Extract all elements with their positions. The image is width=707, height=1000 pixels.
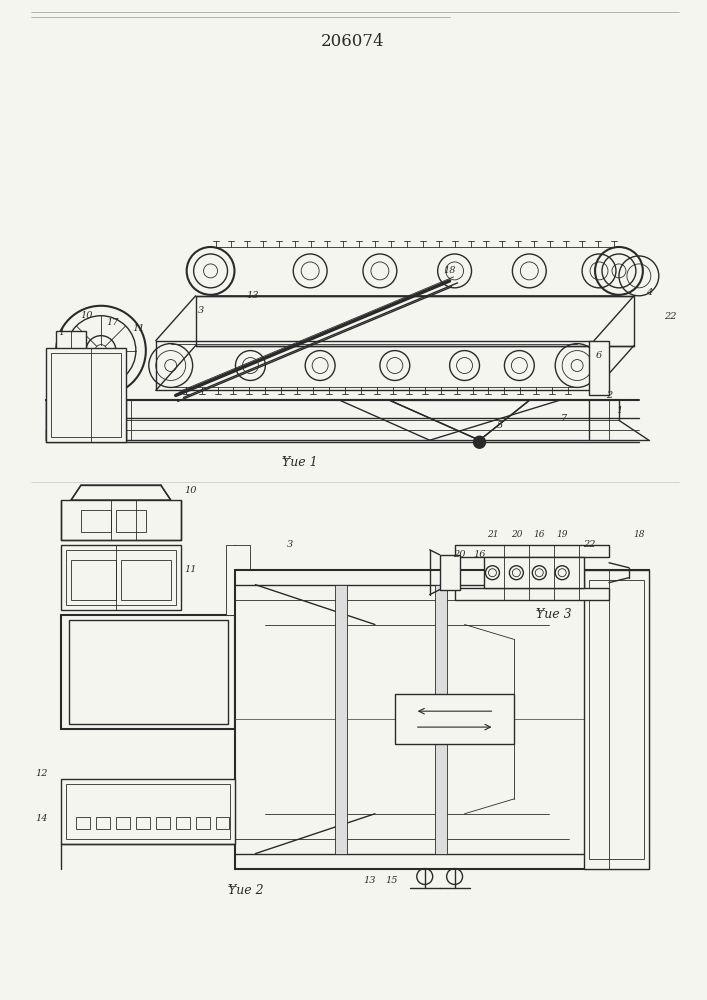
Bar (53, 405, 119, 435)
Text: Ɏие 3: Ɏие 3 (537, 608, 572, 621)
Bar (121, 560, 170, 600)
Text: 206074: 206074 (321, 33, 385, 50)
Bar (435, 585, 447, 854)
Text: 1: 1 (616, 406, 622, 415)
Bar (196, 817, 209, 829)
Text: 12: 12 (35, 769, 47, 778)
Text: 15: 15 (385, 876, 398, 885)
Text: 7: 7 (561, 414, 567, 423)
Bar (116, 817, 130, 829)
Bar (69, 620, 228, 724)
Bar (395, 694, 515, 744)
Text: 6: 6 (596, 351, 602, 360)
Text: 10: 10 (185, 486, 197, 495)
Text: Ɏие 2: Ɏие 2 (228, 884, 263, 897)
Text: 22: 22 (665, 312, 677, 321)
Bar (56, 331, 86, 400)
Polygon shape (71, 485, 170, 500)
Bar (81, 510, 111, 532)
Bar (96, 817, 110, 829)
Bar (76, 817, 90, 829)
Circle shape (474, 436, 486, 448)
Bar (440, 555, 460, 590)
Bar (61, 500, 181, 540)
Text: 18: 18 (633, 530, 645, 539)
Text: 1: 1 (58, 328, 64, 337)
Bar (46, 400, 126, 440)
Text: Ɏие 1: Ɏие 1 (282, 456, 318, 469)
Text: 18: 18 (443, 266, 456, 275)
Text: 13: 13 (246, 291, 259, 300)
Text: 2: 2 (606, 391, 612, 400)
Text: 4: 4 (645, 288, 652, 297)
Bar (71, 560, 116, 600)
Text: 20: 20 (453, 550, 466, 559)
Text: 13: 13 (363, 876, 376, 885)
Text: 10: 10 (81, 311, 93, 320)
Bar (116, 510, 146, 532)
Text: 22: 22 (583, 540, 595, 549)
Bar (455, 545, 609, 557)
Polygon shape (390, 400, 530, 440)
Bar (61, 779, 235, 844)
Text: 16: 16 (534, 530, 545, 539)
Bar (216, 817, 230, 829)
Text: 11: 11 (133, 324, 145, 333)
Bar (61, 545, 181, 610)
Bar (136, 817, 150, 829)
Bar (66, 550, 176, 605)
Text: 20: 20 (510, 530, 522, 539)
Text: 11: 11 (185, 565, 197, 574)
Bar (235, 570, 649, 869)
Bar (51, 353, 121, 437)
Text: 5: 5 (496, 421, 503, 430)
Text: 21: 21 (486, 530, 498, 539)
Bar (46, 348, 126, 442)
Bar (61, 615, 235, 729)
Bar (176, 817, 189, 829)
Bar (455, 588, 609, 600)
Text: 14: 14 (35, 814, 47, 823)
Text: 16: 16 (473, 550, 486, 559)
Bar (589, 580, 644, 859)
Bar (335, 585, 347, 854)
Bar (484, 557, 584, 588)
Bar (66, 784, 230, 839)
Text: 3: 3 (287, 540, 293, 549)
Bar (589, 341, 609, 395)
Bar (156, 817, 170, 829)
Text: 17: 17 (107, 318, 119, 327)
Bar (226, 545, 250, 615)
Text: 19: 19 (556, 530, 568, 539)
Text: 3: 3 (197, 306, 204, 315)
Bar (584, 570, 649, 869)
